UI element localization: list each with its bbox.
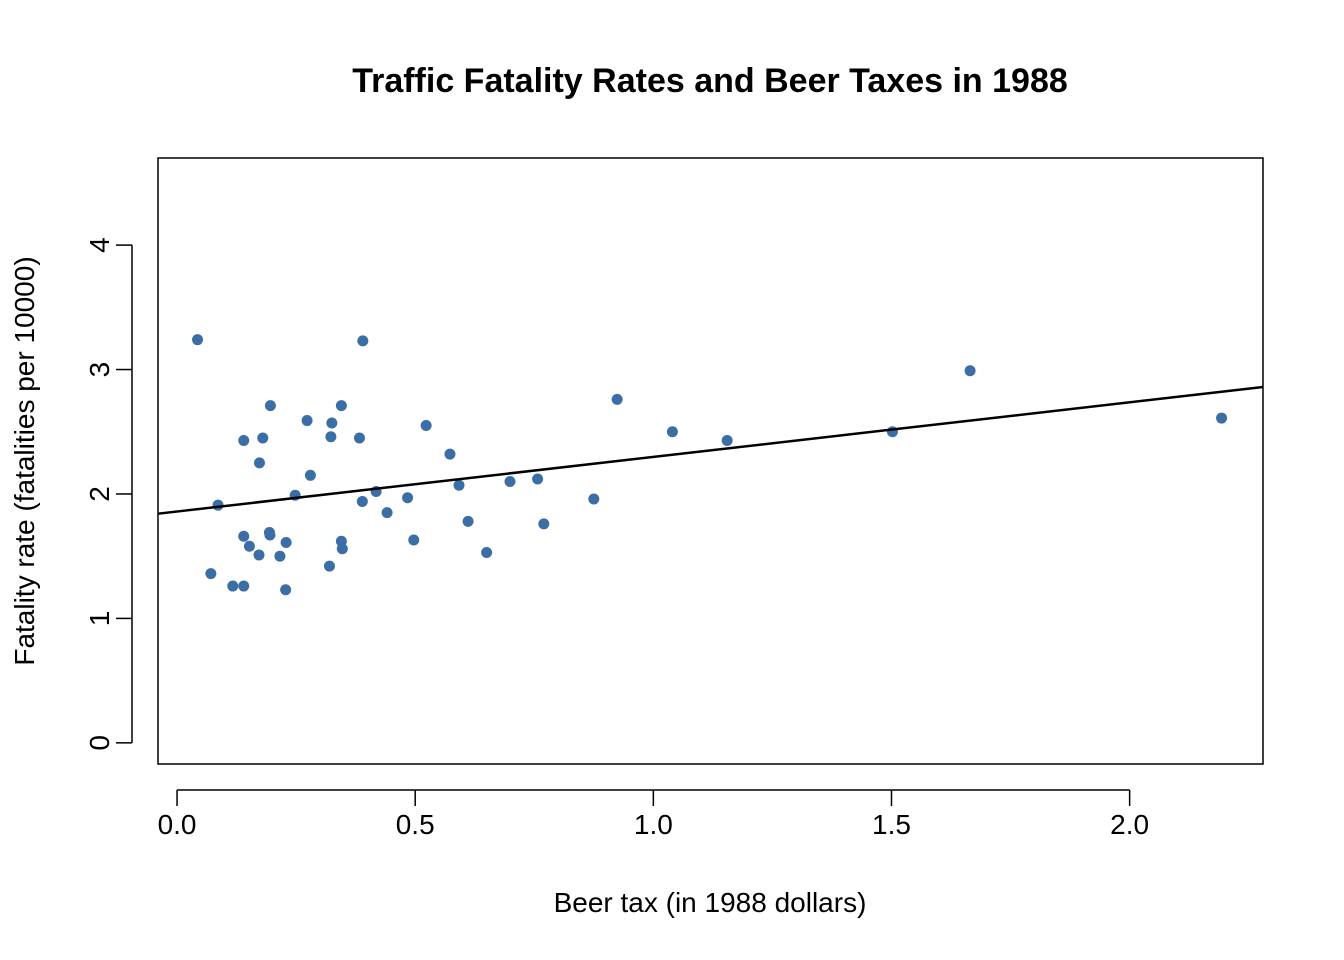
- data-point: [304, 469, 316, 481]
- data-point: [402, 492, 414, 504]
- data-point: [381, 507, 393, 519]
- data-point: [462, 515, 474, 527]
- data-point: [1216, 412, 1228, 424]
- data-point: [588, 493, 600, 505]
- y-tick-label: 3: [84, 362, 115, 378]
- data-point: [335, 400, 347, 412]
- data-point: [353, 432, 365, 444]
- y-axis-label: Fatality rate (fatalities per 10000): [9, 256, 40, 665]
- data-point: [325, 431, 337, 443]
- x-tick-label: 0.5: [396, 809, 435, 840]
- y-tick-label: 4: [84, 237, 115, 253]
- data-point: [301, 415, 313, 427]
- data-point: [253, 549, 265, 561]
- data-point: [205, 568, 217, 580]
- x-axis-label: Beer tax (in 1988 dollars): [554, 887, 867, 918]
- data-point: [227, 580, 239, 592]
- data-point: [238, 434, 250, 446]
- data-point: [538, 518, 550, 530]
- x-tick-label: 1.0: [634, 809, 673, 840]
- data-point: [264, 400, 276, 412]
- x-tick-label: 0.0: [158, 809, 197, 840]
- data-point: [532, 473, 544, 485]
- data-point: [238, 580, 250, 592]
- data-point: [611, 393, 623, 405]
- data-point: [336, 543, 348, 555]
- data-point: [666, 426, 678, 438]
- data-point: [264, 529, 276, 541]
- data-point: [444, 448, 456, 460]
- data-point: [238, 530, 250, 542]
- data-point: [721, 434, 733, 446]
- y-tick-label: 0: [84, 735, 115, 751]
- data-point: [257, 432, 269, 444]
- data-point: [280, 537, 292, 549]
- x-tick-label: 1.5: [872, 809, 911, 840]
- y-tick-label: 1: [84, 611, 115, 627]
- data-point: [192, 334, 204, 346]
- data-point: [280, 584, 292, 596]
- data-point: [243, 540, 255, 552]
- data-point: [453, 479, 465, 491]
- data-point: [964, 365, 976, 377]
- data-point: [326, 417, 338, 429]
- data-point: [481, 546, 493, 558]
- x-axis: 0.0 0.5 1.0 1.5 2.0: [158, 789, 1149, 840]
- data-point: [504, 476, 516, 488]
- data-point: [323, 560, 335, 572]
- y-axis: 0 1 2 3 4: [84, 237, 133, 751]
- data-point: [356, 495, 368, 507]
- data-point: [274, 550, 286, 562]
- data-point: [420, 420, 432, 432]
- x-tick-label: 2.0: [1110, 809, 1149, 840]
- data-point: [408, 534, 420, 546]
- y-tick-label: 2: [84, 486, 115, 502]
- plot-frame: [157, 157, 1264, 765]
- regression-line: [157, 385, 1264, 515]
- data-point: [253, 457, 265, 469]
- data-points: [192, 334, 1228, 596]
- data-point: [357, 335, 369, 347]
- chart-title: Traffic Fatality Rates and Beer Taxes in…: [352, 62, 1068, 100]
